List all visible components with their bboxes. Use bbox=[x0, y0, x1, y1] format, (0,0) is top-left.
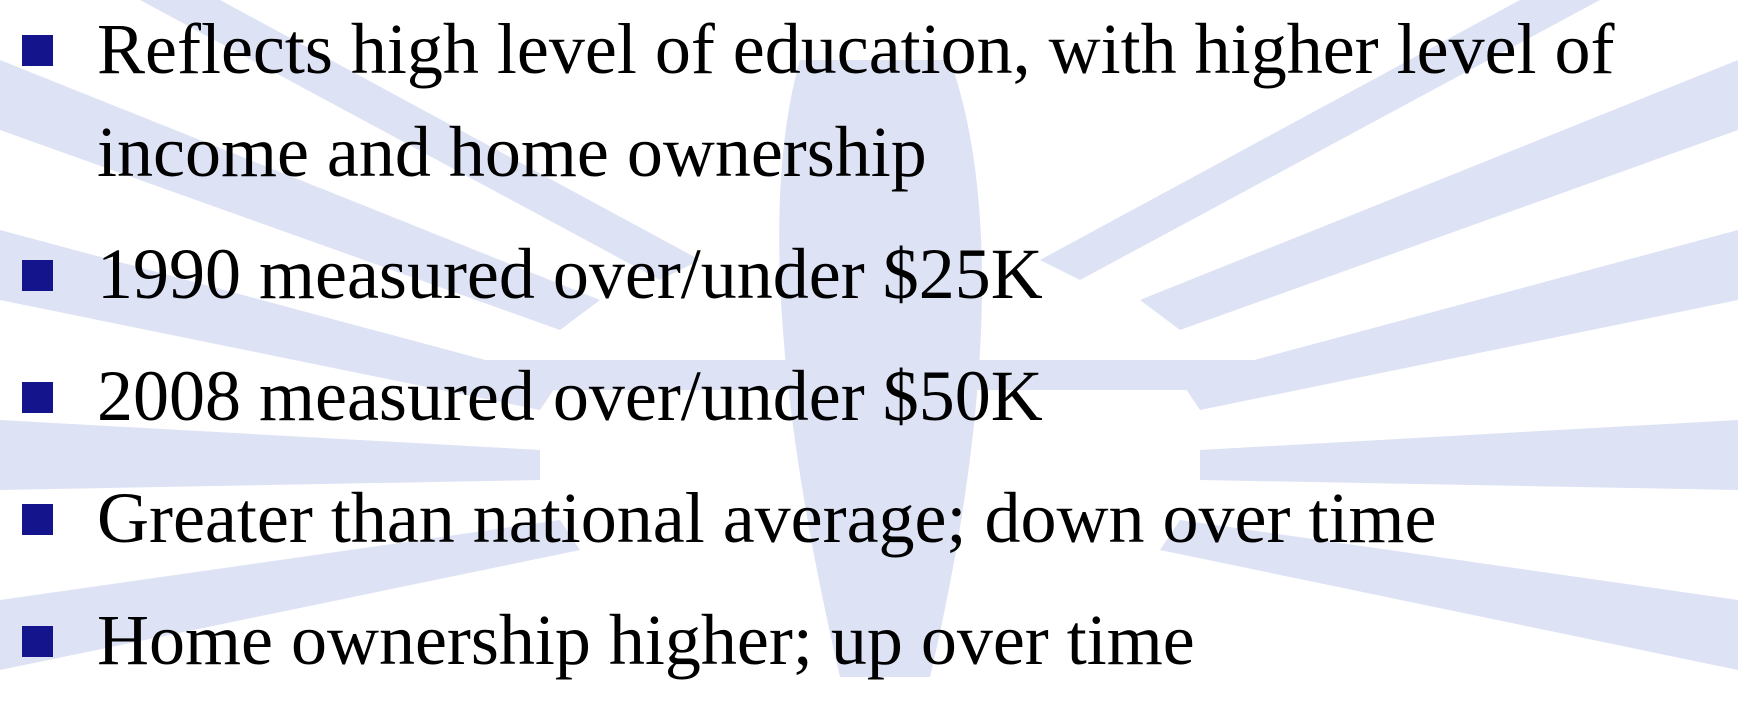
ray bbox=[0, 420, 540, 490]
bullet-item: 1990 measured over/under $25K bbox=[0, 223, 1732, 326]
bullet-item: Home ownership higher; up over time bbox=[0, 589, 1732, 692]
ray bbox=[1200, 420, 1738, 490]
bullet-text: 1990 measured over/under $25K bbox=[97, 234, 1043, 314]
ray bbox=[1040, 0, 1600, 280]
bullet-marker bbox=[22, 504, 53, 535]
slide: {"bullets": [ "Reflects high level of ed… bbox=[0, 0, 1738, 680]
ray bbox=[0, 520, 580, 670]
bullet-marker bbox=[22, 35, 53, 66]
ray bbox=[0, 60, 600, 330]
bullet-item: 2008 measured over/under $50K bbox=[0, 345, 1732, 448]
ray bbox=[0, 230, 560, 410]
bullet-item: Reflects high level of education, with h… bbox=[0, 0, 1732, 204]
ray bbox=[1180, 230, 1738, 410]
bullet-marker bbox=[22, 626, 53, 657]
bullet-marker bbox=[22, 382, 53, 413]
background bbox=[0, 0, 1738, 677]
ray bbox=[1160, 520, 1738, 670]
ray bbox=[1140, 60, 1738, 330]
bullet-text: Reflects high level of education, with h… bbox=[97, 9, 1615, 192]
bullet-text: 2008 measured over/under $50K bbox=[97, 356, 1043, 436]
bullet-text: Greater than national average; down over… bbox=[97, 478, 1437, 558]
band bbox=[430, 360, 1340, 390]
bullet-marker bbox=[22, 260, 53, 291]
bullet-item: Greater than national average; down over… bbox=[0, 467, 1732, 570]
ray bbox=[140, 0, 700, 280]
bullet-text: Home ownership higher; up over time bbox=[97, 600, 1195, 680]
